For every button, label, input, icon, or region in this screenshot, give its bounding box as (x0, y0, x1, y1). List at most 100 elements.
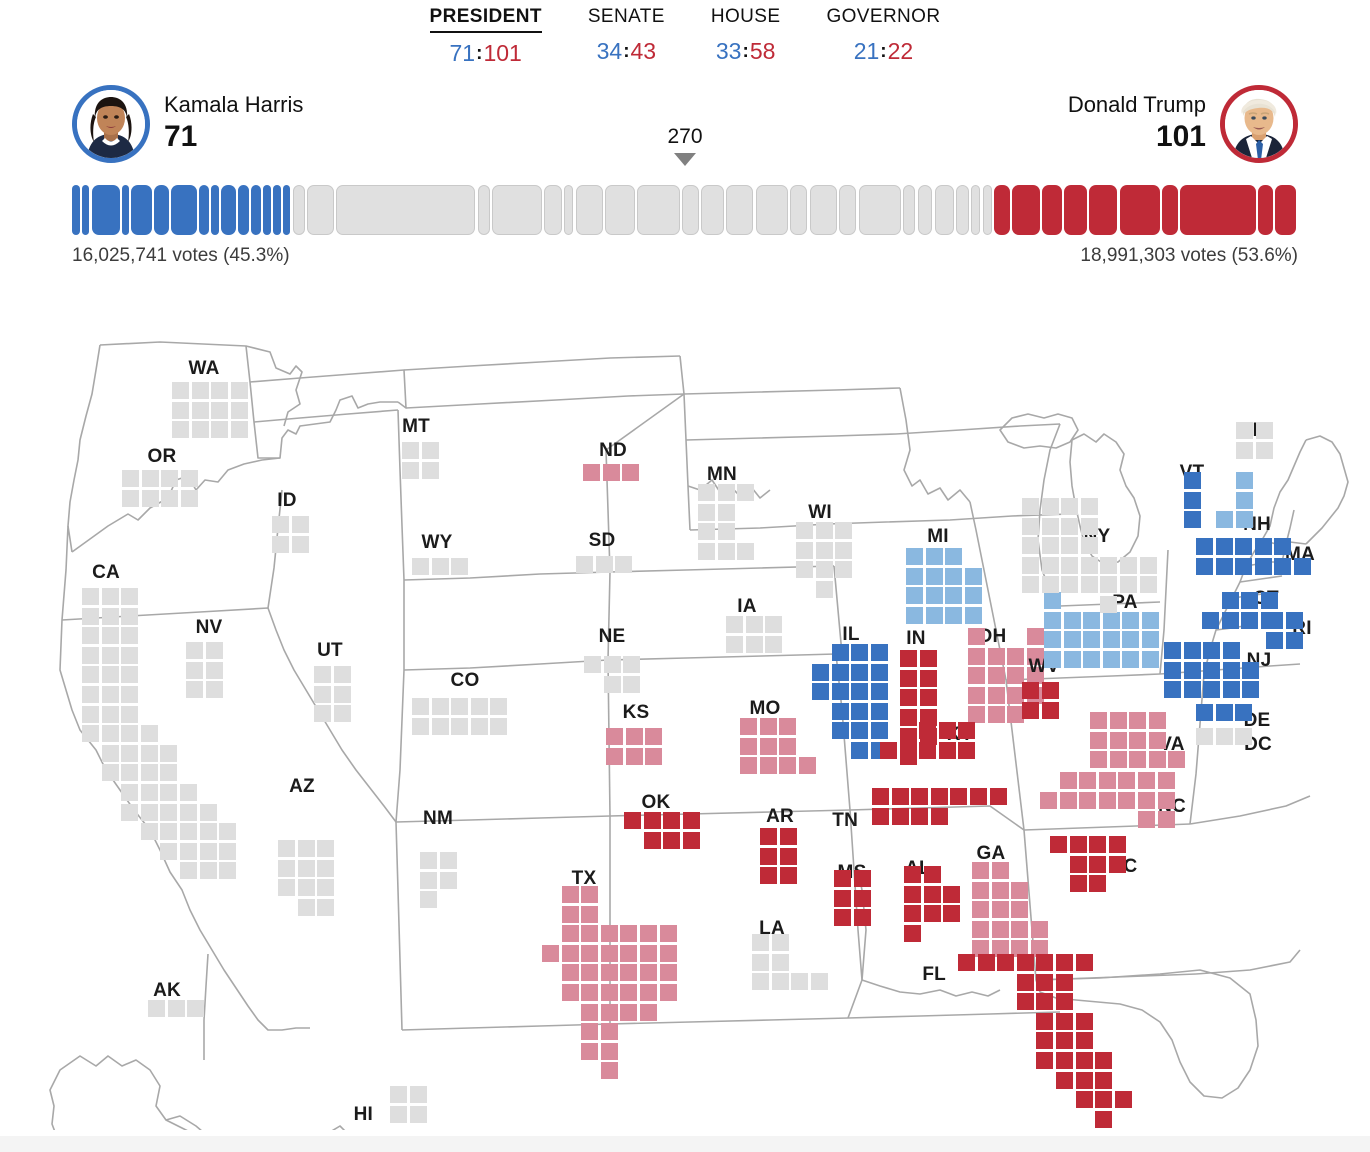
electoral-vote-square (906, 606, 923, 624)
bar-segment-dem[interactable] (121, 185, 130, 235)
electoral-vote-square (1059, 772, 1077, 789)
tab-senate[interactable]: SENATE 34:43 (588, 6, 665, 65)
bar-segment-dem[interactable] (81, 185, 90, 235)
bar-segment-rep[interactable] (994, 185, 1010, 235)
electoral-vote-square (759, 737, 777, 755)
bar-segment-dem[interactable] (263, 185, 271, 235)
bar-segment-dem[interactable] (282, 185, 291, 235)
bar-segment-und[interactable] (701, 185, 724, 235)
tab-score: 21:22 (826, 38, 940, 65)
electoral-vote-square (771, 934, 789, 951)
electoral-vote-square (186, 642, 203, 659)
bar-segment-und[interactable] (755, 185, 788, 235)
electoral-vote-square (1036, 993, 1054, 1011)
bar-segment-rep[interactable] (1089, 185, 1118, 235)
bar-segment-rep[interactable] (1064, 185, 1088, 235)
electoral-vote-square (603, 656, 621, 673)
electoral-vote-square (409, 1086, 427, 1103)
bar-segment-und[interactable] (682, 185, 700, 235)
bar-segment-und[interactable] (637, 185, 680, 235)
electoral-vote-square (180, 470, 198, 487)
electoral-vote-square (1080, 537, 1098, 555)
candidate-header: Kamala Harris 71 270 Donald Trump 101 (72, 85, 1298, 185)
bar-segment-und[interactable] (903, 185, 916, 235)
popular-vote-row: 16,025,741 votes (45.3%) 18,991,303 vote… (72, 245, 1298, 267)
electoral-vote-square (219, 862, 237, 880)
bar-segment-dem[interactable] (153, 185, 170, 235)
bar-segment-rep[interactable] (1119, 185, 1161, 235)
bar-segment-und[interactable] (970, 185, 981, 235)
bar-segment-und[interactable] (563, 185, 574, 235)
bar-segment-dem[interactable] (171, 185, 197, 235)
bar-segment-rep[interactable] (1258, 185, 1274, 235)
bar-segment-dem[interactable] (221, 185, 237, 235)
bar-segment-dem[interactable] (131, 185, 152, 235)
bar-segment-und[interactable] (934, 185, 955, 235)
electoral-vote-square (121, 666, 139, 684)
electoral-vote-square (1095, 1071, 1113, 1089)
bar-segment-dem[interactable] (250, 185, 261, 235)
tab-governor[interactable]: GOVERNOR 21:22 (826, 6, 940, 65)
electoral-vote-square (1285, 631, 1303, 649)
bar-segment-und[interactable] (790, 185, 808, 235)
bar-segment-dem[interactable] (198, 185, 210, 235)
tab-president[interactable]: PRESIDENT 71:101 (429, 6, 542, 67)
us-state-outlines (49, 341, 1349, 1130)
bar-segment-und[interactable] (809, 185, 837, 235)
electoral-vote-square (1184, 511, 1201, 529)
bar-segment-dem[interactable] (272, 185, 281, 235)
electoral-vote-square (1138, 791, 1155, 809)
bar-segment-rep[interactable] (1179, 185, 1256, 235)
electoral-vote-square (278, 859, 295, 877)
tab-house[interactable]: HOUSE 33:58 (711, 6, 781, 65)
electoral-vote-square (1266, 631, 1283, 649)
electoral-vote-square (160, 842, 178, 860)
electoral-vote-square (1075, 1032, 1093, 1050)
state-label-in: IN (906, 628, 926, 649)
bar-segment-rep[interactable] (1275, 185, 1296, 235)
candidate-dem[interactable]: Kamala Harris 71 (72, 85, 303, 163)
bar-segment-und[interactable] (982, 185, 993, 235)
electoral-vote-square (1215, 557, 1233, 575)
electoral-vote-square (640, 964, 657, 982)
electoral-vote-square (1118, 791, 1136, 809)
bar-segment-dem[interactable] (238, 185, 249, 235)
bar-segment-dem[interactable] (91, 185, 120, 235)
electoral-vote-square (121, 705, 139, 723)
bar-segment-rep[interactable] (1162, 185, 1178, 235)
electoral-vote-square (1221, 611, 1239, 629)
bar-segment-und[interactable] (605, 185, 636, 235)
bar-segment-dem[interactable] (72, 185, 80, 235)
electoral-vote-square (1255, 441, 1273, 459)
electoral-vote-square (698, 542, 715, 560)
bar-segment-rep[interactable] (1041, 185, 1063, 235)
tab-label: GOVERNOR (826, 6, 941, 27)
electoral-vote-square (1056, 1012, 1073, 1030)
electoral-vote-square (121, 764, 139, 782)
electoral-vote-square (1061, 498, 1079, 515)
electoral-vote-square (620, 964, 638, 982)
bar-segment-und[interactable] (492, 185, 543, 235)
bar-segment-und[interactable] (956, 185, 969, 235)
bar-segment-und[interactable] (725, 185, 754, 235)
bar-segment-und[interactable] (477, 185, 490, 235)
candidate-rep[interactable]: Donald Trump 101 (1068, 85, 1298, 163)
bar-segment-und[interactable] (858, 185, 902, 235)
electoral-vote-square (1222, 661, 1240, 679)
bar-segment-und[interactable] (306, 185, 335, 235)
bar-segment-und[interactable] (575, 185, 603, 235)
electoral-vote-square (968, 667, 985, 685)
electoral-vote-square (851, 663, 869, 681)
electoral-vote-square (140, 764, 158, 782)
bar-segment-und[interactable] (336, 185, 476, 235)
electoral-vote-square (561, 944, 579, 962)
bar-segment-und[interactable] (839, 185, 857, 235)
bar-segment-und[interactable] (917, 185, 933, 235)
bar-segment-und[interactable] (544, 185, 562, 235)
electoral-vote-square (1026, 647, 1044, 665)
bar-segment-und[interactable] (292, 185, 305, 235)
electoral-vote-square (1080, 576, 1098, 594)
electoral-vote-square (272, 516, 289, 533)
bar-segment-rep[interactable] (1011, 185, 1040, 235)
bar-segment-dem[interactable] (211, 185, 219, 235)
